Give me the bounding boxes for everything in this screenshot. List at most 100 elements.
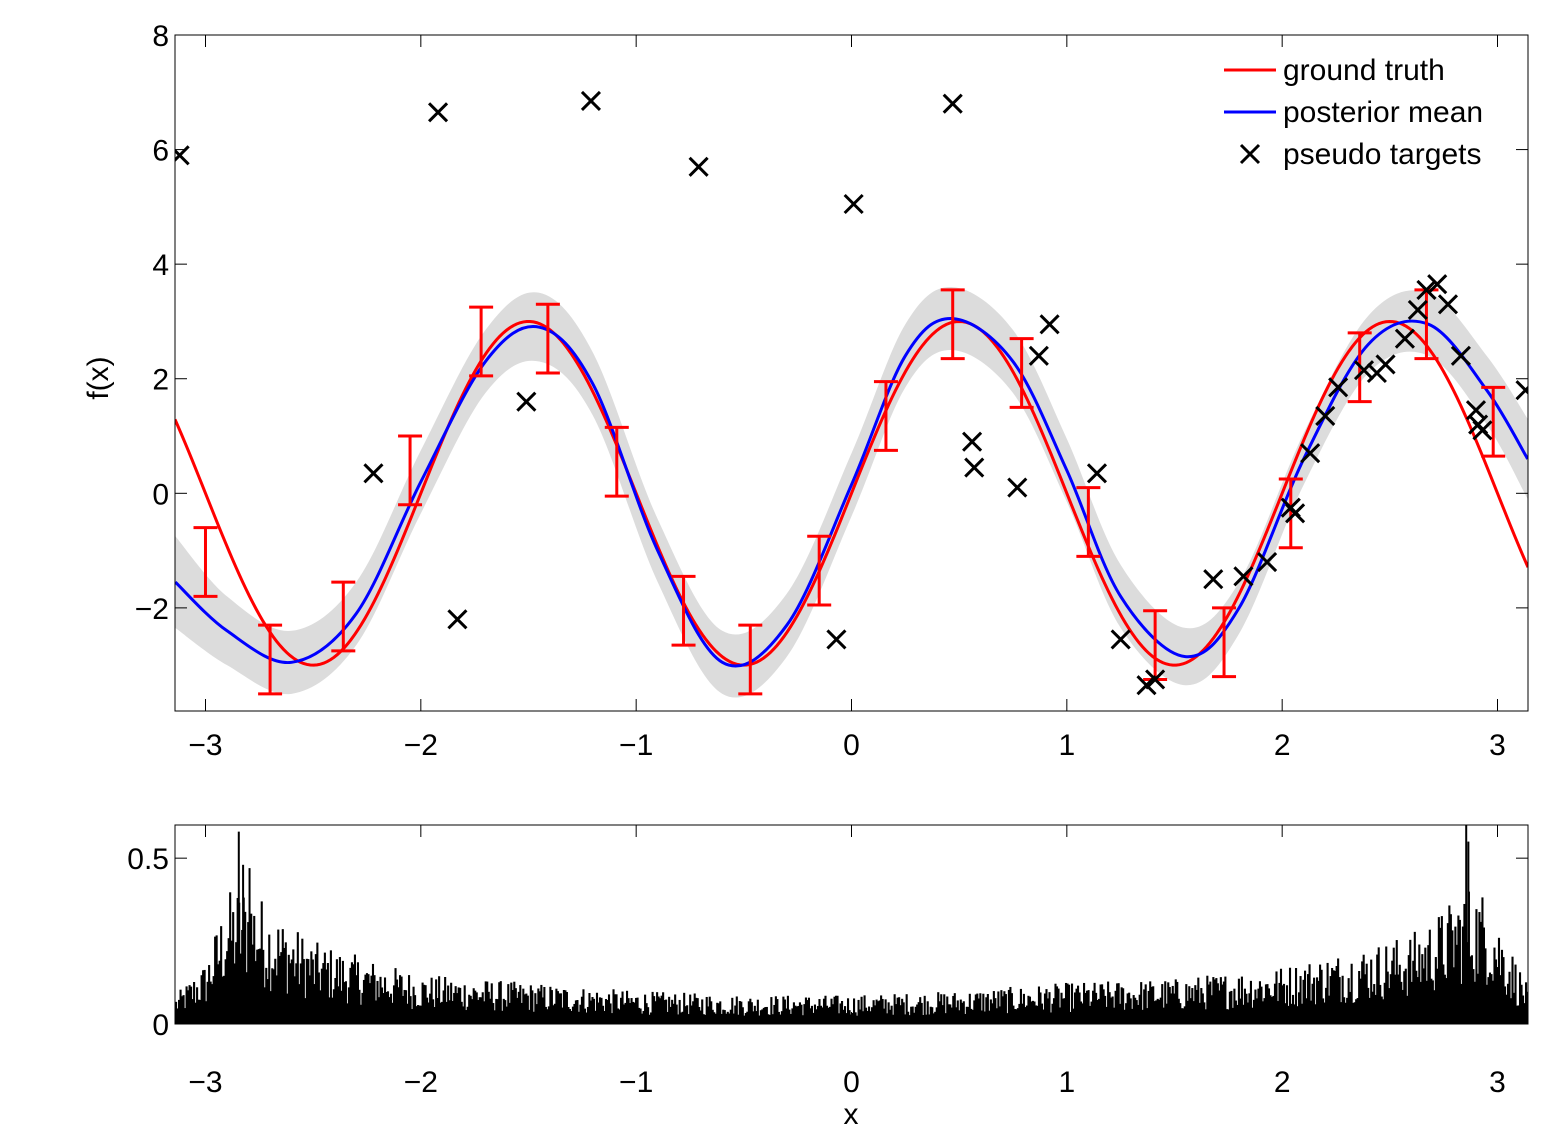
histogram-bar [256, 949, 259, 1024]
histogram-bar [451, 1000, 454, 1024]
histogram-bar [457, 987, 460, 1024]
histogram-bar [722, 1009, 725, 1024]
histogram-bar [973, 1000, 976, 1024]
error-bar [807, 534, 832, 607]
histogram-bar [633, 1002, 636, 1024]
x-tick-label: 2 [1274, 729, 1291, 762]
histogram-bar [1092, 990, 1095, 1024]
histogram-bar [931, 1007, 934, 1024]
histogram-bar [767, 1014, 770, 1024]
histogram-bar [385, 991, 388, 1024]
histogram-bar [466, 1006, 469, 1024]
histogram-peak-bar [1467, 841, 1470, 1024]
histogram-bar [1058, 1007, 1062, 1024]
histogram-bar [1006, 1013, 1009, 1024]
histogram-bar [1194, 985, 1197, 1024]
histogram-bar [1458, 919, 1461, 1024]
histogram-bar [1159, 997, 1162, 1024]
histogram-bar [352, 964, 355, 1024]
histogram-bar [1028, 996, 1031, 1024]
histogram-bar [1388, 988, 1391, 1024]
histogram-bar [1096, 999, 1099, 1024]
histogram-bar [1150, 986, 1153, 1024]
histogram-bar [1395, 940, 1398, 1024]
histogram-bar [818, 999, 821, 1024]
histogram-bar [837, 1013, 841, 1024]
histogram-bar [1102, 989, 1105, 1024]
histogram-bar [753, 1005, 756, 1024]
histogram-bar [1048, 992, 1051, 1024]
histogram-bar [465, 1010, 468, 1024]
histogram-bar [1257, 988, 1260, 1024]
histogram-bar [417, 1005, 420, 1024]
histogram-bar [595, 992, 599, 1024]
histogram-bar [1282, 983, 1286, 1024]
error-bar [535, 302, 560, 375]
histogram-bar [1125, 1003, 1128, 1024]
histogram-bar [370, 975, 373, 1024]
histogram-bar [1173, 993, 1176, 1024]
histogram-bar [734, 1005, 737, 1024]
histogram-bar [1337, 958, 1340, 1024]
histogram-bar [573, 1003, 576, 1024]
histogram-bar [235, 942, 238, 1024]
histogram-bar [898, 997, 901, 1024]
histogram-bar [908, 1015, 911, 1024]
histogram-bar [1526, 991, 1528, 1024]
histogram-bar [205, 1001, 208, 1024]
histogram-bar [505, 1006, 508, 1024]
y-tick-label: 2 [152, 364, 169, 397]
histogram-bar [1502, 957, 1505, 1024]
histogram-bar [641, 1013, 644, 1024]
histogram-bar [1505, 994, 1508, 1024]
histogram-bar [1018, 1003, 1021, 1024]
histogram-bar [583, 1008, 587, 1024]
histogram-bar [398, 975, 402, 1024]
histogram-bar [690, 1005, 693, 1024]
histogram-bar [538, 991, 541, 1024]
histogram-bar [698, 1006, 701, 1024]
histogram-bar [723, 1010, 726, 1024]
histogram-bar [827, 1007, 830, 1024]
histogram-bar [281, 929, 284, 1024]
histogram-bar [1412, 960, 1415, 1024]
histogram-bar [741, 1007, 744, 1024]
histogram-bar [792, 1002, 795, 1024]
histogram-bar [181, 996, 184, 1024]
histogram-bar [337, 986, 340, 1024]
histogram-bar [265, 967, 268, 1024]
histogram-bar [471, 999, 474, 1024]
histogram-bar [1167, 982, 1170, 1024]
histogram-bar [1261, 1001, 1265, 1024]
histogram-bar [991, 1003, 994, 1024]
histogram-bar [607, 994, 611, 1024]
histogram-bar [1230, 990, 1233, 1024]
histogram-bar [540, 984, 543, 1024]
histogram-bar [1473, 981, 1476, 1024]
histogram-bar [946, 996, 949, 1024]
histogram-bar [1469, 956, 1472, 1024]
pseudo-target-marker [688, 156, 709, 177]
histogram-bar [268, 934, 271, 1024]
histogram-bar [1442, 964, 1445, 1024]
error-bar [331, 580, 356, 653]
pseudo-target-marker [1028, 345, 1049, 366]
histogram-bar [707, 1006, 710, 1024]
histogram-bar [977, 998, 980, 1024]
histogram-bar [1260, 986, 1263, 1024]
histogram-bar [1113, 1007, 1116, 1024]
histogram-bar [444, 976, 447, 1024]
histogram-bar [1191, 988, 1194, 1024]
histogram-bar [816, 1006, 820, 1024]
histogram-bar [379, 976, 382, 1024]
histogram-bar [752, 1011, 755, 1024]
histogram-bar [1418, 944, 1421, 1024]
histogram-bar [768, 1014, 771, 1024]
histogram-bar [233, 963, 236, 1024]
histogram-bar [1049, 1012, 1053, 1024]
pseudo-target-marker [1315, 405, 1336, 427]
histogram-bar [1297, 992, 1301, 1024]
histogram-bar [1182, 1008, 1185, 1024]
histogram-bar [469, 995, 472, 1024]
histogram-bar [1231, 1007, 1234, 1024]
